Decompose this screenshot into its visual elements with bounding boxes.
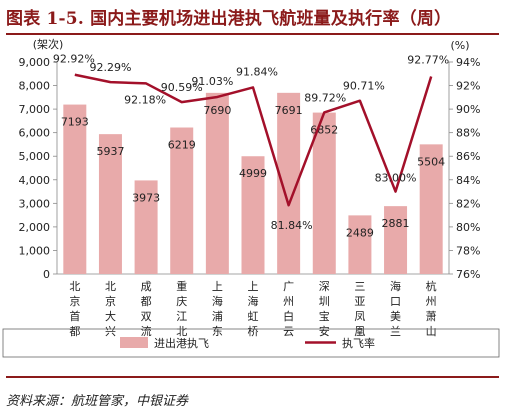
bar-value-label: 5504 [417,155,445,168]
legend-bar-swatch [120,337,148,348]
right-tick-label: 92% [456,80,480,93]
line-value-label: 90.59% [161,81,203,94]
bar [241,156,265,274]
footer-divider [6,376,499,378]
left-tick-label: 0 [43,268,50,281]
right-tick-label: 86% [456,150,480,163]
bar-value-label: 6219 [168,139,196,152]
bar [205,92,229,274]
bar [312,112,336,274]
category-label: 北京大兴 [105,280,116,338]
right-tick-label: 82% [456,197,480,210]
left-axis-label: (架次) [33,37,64,51]
category-label: 重庆江北 [176,279,187,338]
bar [134,180,158,274]
category-labels: 北京首都 北京大兴 成都双流 重庆江北 上海浦东 上海虹桥 广州白云 深圳宝安 三亚凤凰 海口美兰… [69,279,436,338]
bar-series [63,92,443,275]
right-tick-label: 84% [456,174,480,187]
left-tick-label: 4,000 [19,174,51,187]
category-label: 海口美兰 [390,279,401,338]
legend-bar-label: 进出港执飞 [154,336,209,350]
bar-value-label: 4999 [239,167,267,180]
bar [170,127,194,275]
line-value-label: 92.92% [53,53,95,66]
left-tick-label: 8,000 [19,80,51,93]
bar [419,144,443,274]
legend-box [2,328,500,358]
line-value-label: 91.03% [191,75,233,88]
right-tick-label: 90% [456,103,480,116]
line-value-label: 83.00% [375,172,417,185]
bar [384,206,408,274]
right-tick-label: 88% [456,127,480,140]
bar-value-label: 2489 [346,226,374,239]
source-note: 资料来源：航班管家，中银证券 [6,394,189,409]
bar-value-label: 7193 [61,116,89,129]
category-label: 上海虹桥 [248,280,259,338]
category-label: 杭州萧山 [426,279,437,338]
bar-value-label: 3973 [132,191,160,204]
line-value-label: 89.72% [304,91,346,104]
category-label: 北京首都 [69,280,80,338]
category-label: 成都双流 [141,280,152,338]
category-label: 深圳宝安 [319,280,330,338]
title-divider [6,33,499,35]
right-tick-label: 94% [456,56,480,69]
line-value-label: 92.77% [407,53,449,66]
bar-value-label: 5937 [96,145,124,158]
left-tick-label: 2,000 [19,221,51,234]
chart-legend: 进出港执飞 执飞率 [2,328,500,358]
bar [348,215,372,274]
right-tick-label: 80% [456,221,480,234]
flight-chart: 0 1,000 2,000 3,000 4,000 5,000 6,000 7,000 8,00… [2,37,500,358]
bar [98,134,122,274]
category-label: 三亚凤凰 [354,280,365,338]
right-tick-label: 78% [456,244,480,257]
chart-axes: 0 1,000 2,000 3,000 4,000 5,000 6,000 7,000 8,00… [19,37,481,281]
right-tick-label: 76% [456,268,480,281]
bar-value-label: 7691 [275,104,303,117]
line-value-label: 92.29% [89,61,131,74]
category-label: 上海浦东 [212,280,223,338]
left-tick-label: 6,000 [19,127,51,140]
bar-value-label: 7690 [203,104,231,117]
legend-line-label: 执飞率 [342,336,375,350]
bar-value-label: 2881 [382,217,410,230]
bar [63,104,87,275]
line-value-label: 91.84% [236,65,278,78]
left-tick-label: 5,000 [19,150,51,163]
line-path [74,73,433,207]
bar-value-labels: 7193593739736219769049997691685224892881… [61,104,445,240]
line-value-label: 81.84% [271,219,313,232]
left-tick-label: 7,000 [19,103,51,116]
line-value-label: 92.18% [124,93,166,106]
chart-title: 图表 1-5. 国内主要机场进出港执飞航班量及执行率（周） [6,9,452,29]
left-tick-label: 1,000 [19,244,51,257]
line-series [74,73,433,207]
left-tick-label: 3,000 [19,197,51,210]
right-axis-label: (%) [450,39,469,52]
left-tick-label: 9,000 [19,56,51,69]
line-value-label: 90.71% [343,80,385,93]
bar [277,92,301,274]
category-label: 广州白云 [283,280,294,338]
line-value-labels: 92.92%92.29% 92.18%90.59%91.03%91.84% 81.8… [53,53,449,232]
